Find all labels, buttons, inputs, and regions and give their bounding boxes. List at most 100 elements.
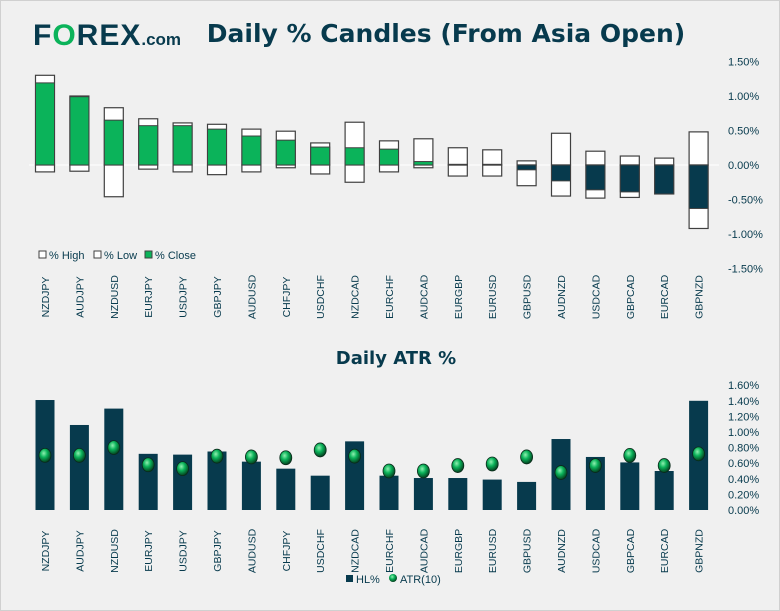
atr-marker bbox=[38, 447, 52, 463]
close-bar bbox=[344, 147, 365, 166]
category-label: EURCHF bbox=[384, 275, 396, 319]
high-bar bbox=[550, 132, 572, 166]
low-bar bbox=[482, 164, 503, 177]
category-label: EURJPY bbox=[143, 276, 155, 317]
close-bar bbox=[413, 161, 434, 166]
low-bar bbox=[344, 164, 365, 183]
category-label: USDCAD bbox=[590, 528, 602, 573]
high-bar bbox=[654, 157, 675, 166]
category-label: EURCAD bbox=[659, 274, 671, 319]
category-label: GBPCAD bbox=[625, 274, 637, 319]
close-bar bbox=[516, 164, 537, 171]
category-label: GBPUSD bbox=[522, 528, 534, 573]
y-tick-label: 0.80% bbox=[728, 443, 759, 455]
category-label: AUDUSD bbox=[246, 274, 258, 319]
close-bar bbox=[241, 135, 262, 166]
y-tick-label: 1.20% bbox=[728, 411, 759, 423]
y-tick-label: 1.50% bbox=[728, 57, 759, 69]
hl-bar bbox=[654, 471, 674, 510]
atr-marker bbox=[657, 458, 671, 473]
atr-marker bbox=[107, 440, 121, 456]
close-bar bbox=[103, 119, 124, 166]
atr-marker bbox=[279, 450, 293, 466]
hl-bar bbox=[620, 462, 640, 510]
legend-swatch bbox=[144, 250, 153, 259]
category-label: AUDJPY bbox=[74, 276, 86, 317]
category-label: USDCHF bbox=[315, 529, 327, 573]
category-label: EURUSD bbox=[487, 274, 499, 319]
category-label: NZDJPY bbox=[40, 531, 52, 572]
category-label: EURCHF bbox=[384, 529, 396, 573]
close-bar bbox=[35, 82, 55, 166]
legend-swatch bbox=[346, 575, 353, 582]
y-tick-label: 1.60% bbox=[728, 380, 759, 392]
legend-swatch bbox=[38, 250, 47, 259]
high-bar bbox=[688, 131, 709, 166]
category-label: EURUSD bbox=[487, 528, 499, 573]
category-label: NZDCAD bbox=[350, 529, 362, 573]
hl-bar bbox=[69, 424, 89, 510]
low-bar bbox=[310, 164, 331, 175]
category-label: GBPUSD bbox=[522, 274, 534, 319]
atr-marker bbox=[692, 446, 705, 462]
close-bar bbox=[379, 148, 399, 166]
atr-marker bbox=[451, 458, 465, 473]
category-label: NZDUSD bbox=[109, 529, 121, 573]
atr-marker bbox=[554, 465, 568, 480]
hl-bar bbox=[482, 479, 502, 510]
legend-swatch bbox=[389, 574, 397, 582]
close-bar bbox=[447, 163, 468, 166]
close-bar bbox=[310, 146, 331, 166]
y-tick-label: 1.00% bbox=[728, 91, 759, 103]
low-bar bbox=[447, 164, 468, 177]
legend-label: HL% bbox=[356, 574, 380, 586]
category-label: EURCAD bbox=[659, 528, 671, 573]
atr-marker bbox=[313, 442, 327, 458]
atr-marker bbox=[176, 461, 190, 477]
y-tick-label: -0.50% bbox=[728, 195, 763, 207]
y-tick-label: 1.40% bbox=[728, 396, 759, 408]
y-tick-label: 0.20% bbox=[728, 489, 759, 501]
atr-marker bbox=[416, 463, 430, 479]
y-tick-label: 0.50% bbox=[728, 126, 759, 138]
low-bar bbox=[69, 164, 90, 172]
hl-bar bbox=[517, 481, 537, 510]
category-label: AUDJPY bbox=[74, 530, 86, 571]
high-bar bbox=[585, 150, 606, 166]
close-bar bbox=[172, 125, 193, 166]
low-bar bbox=[34, 164, 56, 173]
category-label: AUDNZD bbox=[556, 275, 568, 319]
atr-marker bbox=[623, 447, 637, 463]
category-label: EURGBP bbox=[453, 275, 465, 319]
hl-bar bbox=[310, 475, 330, 510]
atr-marker bbox=[348, 448, 362, 464]
close-bar bbox=[654, 164, 675, 195]
atr-marker bbox=[382, 463, 396, 479]
close-bar bbox=[275, 139, 296, 166]
category-label: USDCAD bbox=[590, 274, 602, 319]
y-tick-label: 0.60% bbox=[728, 458, 759, 470]
low-bar bbox=[172, 164, 193, 173]
y-tick-label: 0.40% bbox=[728, 474, 759, 486]
forex-logo: FOREX.com bbox=[33, 19, 182, 52]
atr-marker bbox=[485, 456, 499, 472]
atr-marker bbox=[244, 449, 258, 465]
category-label: GBPJPY bbox=[212, 530, 224, 571]
atr-marker bbox=[141, 457, 155, 473]
close-bar bbox=[69, 96, 90, 166]
hl-bar bbox=[448, 478, 468, 510]
atr-marker bbox=[589, 458, 602, 473]
y-tick-label: -1.00% bbox=[728, 229, 763, 241]
category-label: EURGBP bbox=[453, 529, 465, 573]
legend-label: % Close bbox=[155, 250, 196, 262]
category-label: CHFJPY bbox=[281, 531, 293, 572]
low-bar bbox=[378, 164, 400, 173]
close-bar bbox=[585, 164, 606, 191]
category-label: CHFJPY bbox=[281, 277, 293, 318]
atr-marker bbox=[73, 447, 86, 463]
category-label: AUDCAD bbox=[418, 274, 430, 319]
legend-label: ATR(10) bbox=[400, 574, 441, 586]
y-tick-label: 1.00% bbox=[728, 427, 759, 439]
